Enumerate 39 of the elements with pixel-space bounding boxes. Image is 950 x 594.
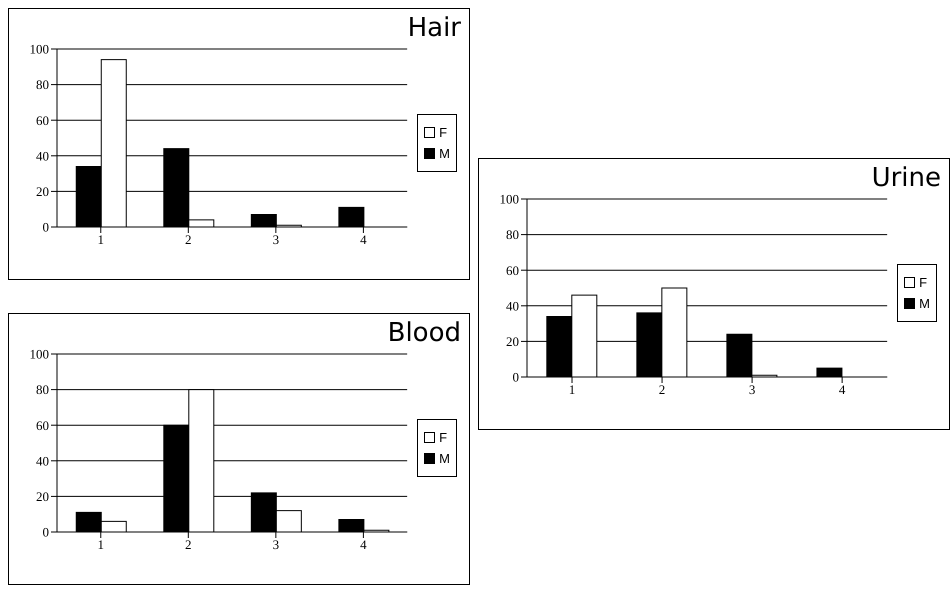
x-tick-label: 1 (98, 537, 104, 552)
x-tick-label: 2 (658, 382, 666, 398)
y-tick-label: 0 (512, 370, 519, 385)
y-tick-label: 80 (506, 227, 519, 242)
x-tick-label: 4 (360, 232, 368, 248)
x-tick-label: 2 (185, 232, 192, 248)
legend-label: F (439, 430, 448, 445)
y-tick-label: 20 (506, 334, 519, 350)
chart-title: Urine (872, 163, 941, 193)
y-tick-label: 60 (506, 262, 519, 278)
chart-title: Hair (408, 13, 461, 43)
x-tick-label: 4 (838, 382, 846, 398)
y-tick-label: 20 (36, 184, 49, 200)
y-tick-label: 20 (36, 489, 49, 504)
x-tick-label: 3 (272, 232, 280, 248)
x-tick-label: 2 (185, 537, 192, 552)
y-tick-label: 80 (36, 382, 49, 398)
y-tick-label: 40 (36, 148, 49, 164)
y-tick-label: 0 (42, 524, 49, 540)
legend-label: M (919, 296, 930, 311)
y-tick-label: 40 (506, 298, 519, 314)
y-tick-label: 0 (42, 220, 49, 235)
legend-label: F (439, 125, 448, 140)
x-tick-label: 1 (98, 232, 104, 248)
y-tick-label: 100 (30, 42, 49, 57)
legend-label: F (919, 275, 928, 290)
y-tick-label: 80 (36, 77, 49, 92)
y-tick-label: 60 (36, 112, 49, 128)
y-tick-label: 40 (36, 453, 49, 468)
y-tick-label: 100 (500, 192, 519, 207)
x-tick-label: 4 (360, 537, 368, 552)
x-tick-label: 3 (748, 382, 756, 398)
y-tick-label: 100 (30, 346, 49, 362)
y-tick-label: 60 (36, 418, 49, 433)
legend-label: M (439, 451, 450, 466)
x-tick-label: 3 (272, 537, 280, 552)
x-tick-label: 1 (568, 382, 576, 398)
chart-title: Blood (388, 318, 461, 348)
legend-label: M (439, 146, 450, 161)
